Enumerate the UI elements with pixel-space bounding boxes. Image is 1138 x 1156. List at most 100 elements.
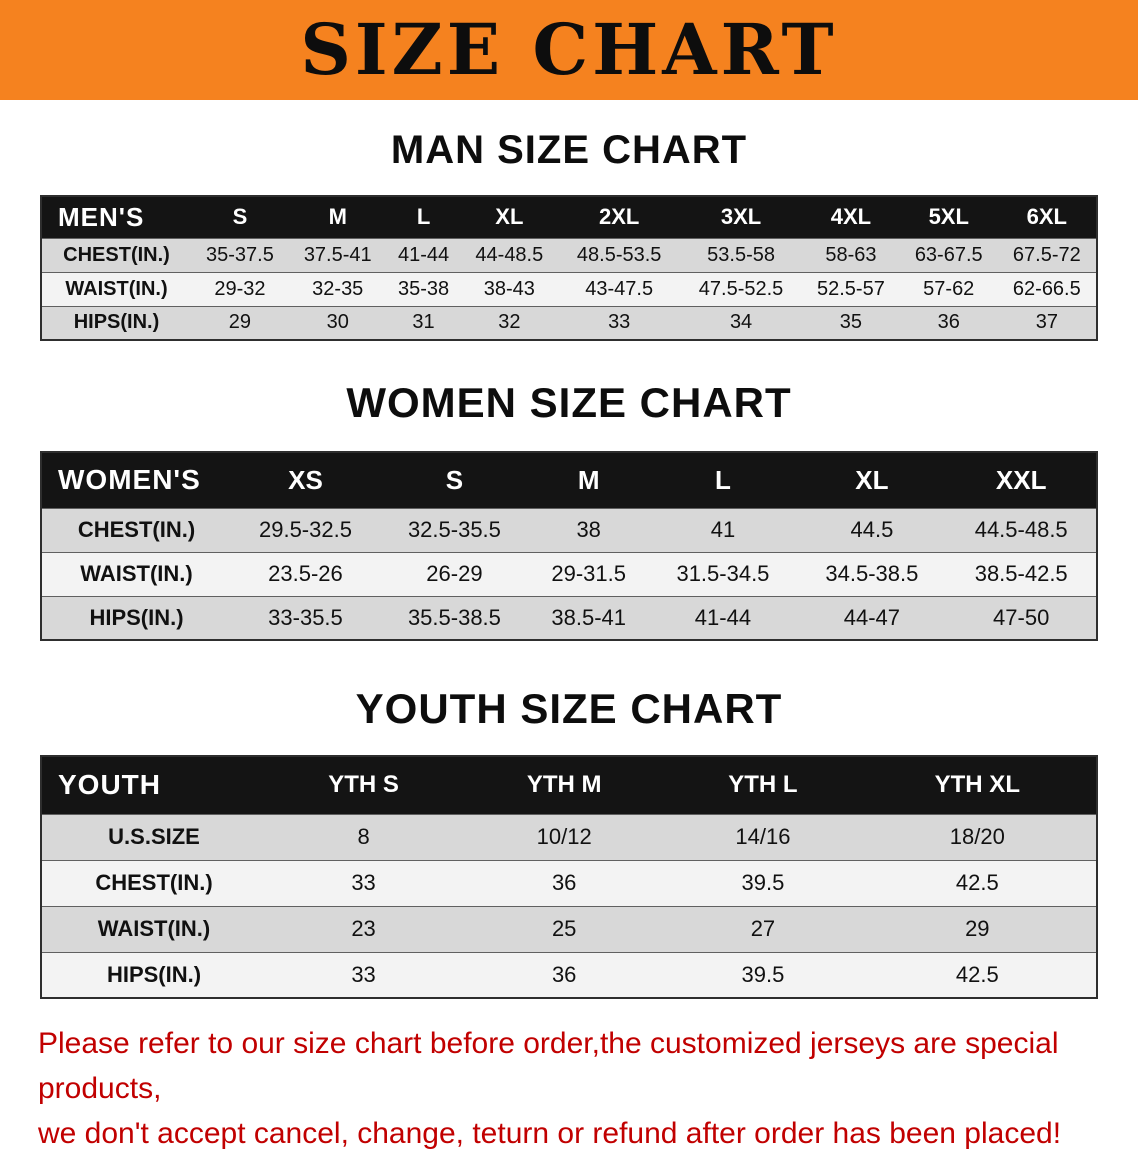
measurement-value-cell: 47-50 [946,595,1097,641]
measurement-value-cell: 36 [899,305,998,341]
size-header-cell: YTH XL [858,756,1097,814]
measurement-value-cell: 27 [667,905,859,953]
women-size-table: WOMEN'S XS S M L XL XXL CHEST(IN.) 29.5-32.5 32.5… [40,451,1098,641]
size-header-cell: YTH M [461,756,668,814]
youth-size-section: YOUTH SIZE CHART YOUTH YTH S YTH M YTH L YTH… [0,685,1138,999]
measurement-label-cell: CHEST(IN.) [41,859,266,907]
measurement-row: HIPS(IN.) 29 30 31 32 33 34 35 36 37 [41,305,1097,341]
measurement-value-cell: 34 [680,305,802,341]
measurement-value-cell: 57-62 [899,271,998,307]
measurement-value-cell: 35 [802,305,900,341]
measurement-value-cell: 8 [266,813,462,861]
banner-title: SIZE CHART [300,8,838,91]
size-header-cell: S [379,452,529,508]
size-header-cell: 5XL [899,196,998,238]
measurement-row: WAIST(IN.) 23.5-26 26-29 29-31.5 31.5-34.5 34… [41,551,1097,597]
size-header-cell: XL [460,196,559,238]
measurement-value-cell: 44.5 [797,507,947,553]
measurement-value-cell: 38.5-42.5 [946,551,1097,597]
size-header-cell: 6XL [997,196,1097,238]
disclaimer-line-2: we don't accept cancel, change, teturn o… [38,1117,1062,1150]
measurement-label-cell: HIPS(IN.) [41,595,231,641]
size-header-cell: XS [231,452,380,508]
table-header-row: YOUTH YTH S YTH M YTH L YTH XL [41,756,1097,814]
measurement-value-cell: 41 [648,507,798,553]
measurement-value-cell: 41-44 [648,595,798,641]
measurement-value-cell: 31.5-34.5 [648,551,798,597]
measurement-value-cell: 29 [858,905,1097,953]
measurement-label-cell: CHEST(IN.) [41,507,231,553]
measurement-value-cell: 48.5-53.5 [558,237,681,273]
table-header-row: WOMEN'S XS S M L XL XXL [41,452,1097,508]
measurement-value-cell: 44-48.5 [460,237,559,273]
measurement-value-cell: 35-37.5 [191,237,289,273]
size-header-cell: M [528,452,649,508]
measurement-label-cell: WAIST(IN.) [41,551,231,597]
measurement-value-cell: 25 [461,905,668,953]
size-header-cell: YTH S [266,756,462,814]
size-header-cell: XXL [946,452,1097,508]
disclaimer-line-1: Please refer to our size chart before or… [38,1027,1059,1105]
measurement-label-cell: WAIST(IN.) [41,271,191,307]
measurement-value-cell: 35.5-38.5 [379,595,529,641]
measurement-row: WAIST(IN.) 23 25 27 29 [41,905,1097,953]
measurement-value-cell: 37 [997,305,1097,341]
measurement-value-cell: 33 [558,305,681,341]
measurement-value-cell: 29.5-32.5 [231,507,380,553]
measurement-value-cell: 33 [266,951,462,999]
measurement-value-cell: 34.5-38.5 [797,551,947,597]
youth-section-heading: YOUTH SIZE CHART [355,685,783,732]
measurement-value-cell: 44-47 [797,595,947,641]
measurement-label-cell: U.S.SIZE [41,813,266,861]
measurement-value-cell: 39.5 [667,951,859,999]
measurement-value-cell: 42.5 [858,951,1097,999]
measurement-value-cell: 37.5-41 [288,237,387,273]
measurement-value-cell: 62-66.5 [997,271,1097,307]
size-header-cell: L [648,452,798,508]
measurement-label-cell: HIPS(IN.) [41,951,266,999]
measurement-value-cell: 23 [266,905,462,953]
women-size-section: WOMEN SIZE CHART WOMEN'S XS S M L XL XXL CHEST(… [0,379,1138,641]
measurement-value-cell: 38-43 [460,271,559,307]
measurement-row: U.S.SIZE 8 10/12 14/16 18/20 [41,813,1097,861]
size-header-cell: XL [797,452,947,508]
measurement-value-cell: 39.5 [667,859,859,907]
measurement-value-cell: 32.5-35.5 [379,507,529,553]
measurement-value-cell: 32-35 [288,271,387,307]
size-header-cell: 4XL [802,196,900,238]
measurement-value-cell: 18/20 [858,813,1097,861]
measurement-value-cell: 10/12 [461,813,668,861]
measurement-value-cell: 41-44 [386,237,461,273]
measurement-row: CHEST(IN.) 35-37.5 37.5-41 41-44 44-48.5 48.5… [41,237,1097,273]
measurement-value-cell: 29 [191,305,289,341]
size-chart-banner: SIZE CHART [0,0,1138,100]
measurement-value-cell: 26-29 [379,551,529,597]
measurement-row: WAIST(IN.) 29-32 32-35 35-38 38-43 43-47.5 47.… [41,271,1097,307]
measurement-label-cell: HIPS(IN.) [41,305,191,341]
measurement-value-cell: 33-35.5 [231,595,380,641]
measurement-value-cell: 53.5-58 [680,237,802,273]
measurement-value-cell: 35-38 [386,271,461,307]
measurement-value-cell: 32 [460,305,559,341]
women-section-heading: WOMEN SIZE CHART [346,379,792,426]
size-header-cell: YTH L [667,756,859,814]
measurement-value-cell: 23.5-26 [231,551,380,597]
measurement-value-cell: 52.5-57 [802,271,900,307]
measurement-value-cell: 30 [288,305,387,341]
measurement-row: CHEST(IN.) 33 36 39.5 42.5 [41,859,1097,907]
measurement-value-cell: 31 [386,305,461,341]
measurement-value-cell: 42.5 [858,859,1097,907]
measurement-value-cell: 44.5-48.5 [946,507,1097,553]
measurement-value-cell: 63-67.5 [899,237,998,273]
table-header-row: MEN'S S M L XL 2XL 3XL 4XL 5XL 6XL [41,196,1097,238]
measurement-value-cell: 29-32 [191,271,289,307]
measurement-row: CHEST(IN.) 29.5-32.5 32.5-35.5 38 41 44.5 44.5… [41,507,1097,553]
table-title-cell: WOMEN'S [41,452,231,508]
men-size-section: MAN SIZE CHART MEN'S S M L XL 2XL 3XL 4XL 5XL 6XL… [0,128,1138,341]
table-title-cell: YOUTH [41,756,266,814]
measurement-value-cell: 38 [528,507,649,553]
measurement-value-cell: 14/16 [667,813,859,861]
measurement-label-cell: WAIST(IN.) [41,905,266,953]
measurement-row: HIPS(IN.) 33-35.5 35.5-38.5 38.5-41 41-44 44-… [41,595,1097,641]
disclaimer: Please refer to our size chart before or… [0,1021,1138,1156]
